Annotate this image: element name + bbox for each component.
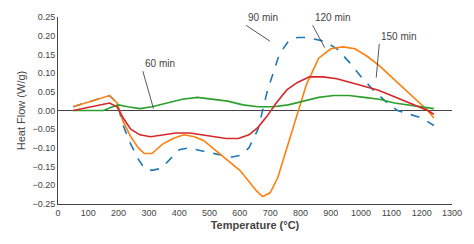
- svg-text:−0.05: −0.05: [32, 124, 55, 134]
- svg-text:700: 700: [263, 208, 278, 218]
- svg-text:900: 900: [323, 208, 338, 218]
- svg-text:60 min: 60 min: [145, 58, 175, 69]
- svg-text:0.00: 0.00: [38, 106, 56, 116]
- svg-text:0.05: 0.05: [38, 87, 56, 97]
- svg-text:0.25: 0.25: [38, 12, 56, 22]
- svg-text:150 min: 150 min: [381, 31, 417, 42]
- svg-text:−0.20: −0.20: [32, 180, 55, 190]
- svg-text:Temperature (°C): Temperature (°C): [211, 219, 300, 231]
- svg-text:1000: 1000: [351, 208, 371, 218]
- svg-text:200: 200: [111, 208, 126, 218]
- svg-text:800: 800: [293, 208, 308, 218]
- svg-text:0.10: 0.10: [38, 68, 56, 78]
- svg-text:300: 300: [141, 208, 156, 218]
- svg-text:100: 100: [81, 208, 96, 218]
- svg-text:1300: 1300: [442, 208, 462, 218]
- svg-text:120 min: 120 min: [315, 12, 351, 23]
- svg-text:500: 500: [202, 208, 217, 218]
- svg-text:−0.15: −0.15: [32, 162, 55, 172]
- svg-text:1200: 1200: [412, 208, 432, 218]
- svg-text:400: 400: [172, 208, 187, 218]
- svg-text:0.20: 0.20: [38, 31, 56, 41]
- svg-text:Heat Flow (W/g): Heat Flow (W/g): [15, 71, 27, 150]
- svg-text:600: 600: [232, 208, 247, 218]
- svg-text:−0.10: −0.10: [32, 143, 55, 153]
- svg-text:−0.25: −0.25: [32, 199, 55, 209]
- svg-text:0.15: 0.15: [38, 50, 56, 60]
- svg-text:90 min: 90 min: [248, 12, 278, 23]
- svg-text:1100: 1100: [382, 208, 401, 218]
- svg-text:0: 0: [55, 208, 60, 218]
